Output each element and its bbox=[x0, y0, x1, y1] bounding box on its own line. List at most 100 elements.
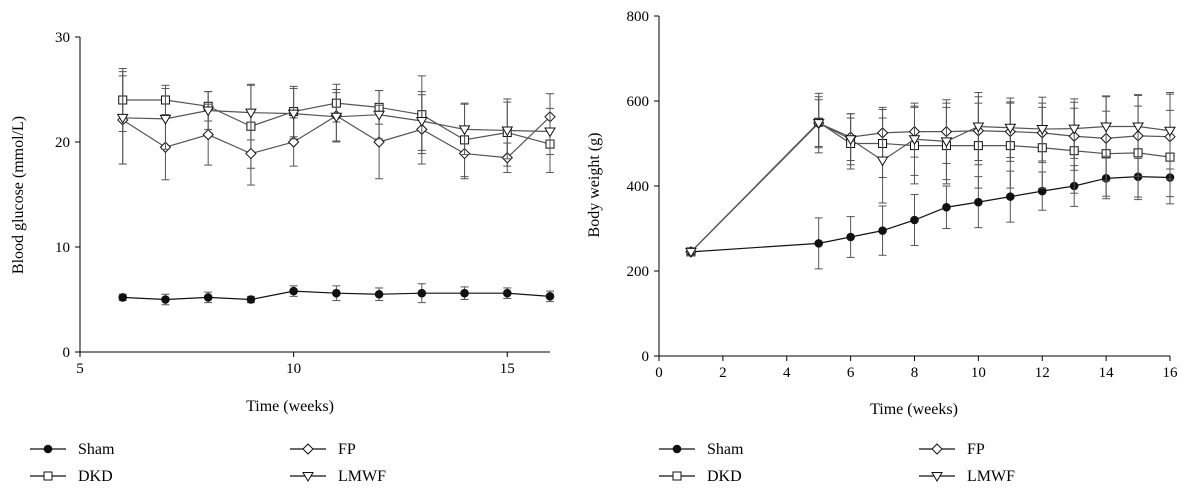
series-line bbox=[690, 122, 1171, 253]
legend-marker bbox=[931, 443, 943, 455]
x-tick-label: 16 bbox=[1163, 365, 1179, 381]
data-point bbox=[1068, 124, 1081, 135]
data-point bbox=[1036, 125, 1049, 136]
data-point bbox=[844, 135, 857, 146]
legend-item-fp: FP bbox=[290, 441, 356, 458]
data-point bbox=[1006, 192, 1015, 201]
series-line bbox=[690, 176, 1171, 253]
x-tick-label: 14 bbox=[1099, 365, 1115, 381]
series-fp bbox=[685, 93, 1176, 258]
data-point bbox=[878, 226, 887, 235]
legend-marker bbox=[302, 472, 314, 482]
x-tick-label: 15 bbox=[500, 361, 515, 377]
series-line bbox=[690, 121, 1171, 253]
legend-label: FP bbox=[967, 441, 985, 458]
y-tick-label: 30 bbox=[55, 30, 70, 46]
data-point bbox=[118, 293, 128, 302]
legend-marker bbox=[43, 471, 53, 481]
data-point bbox=[245, 108, 257, 119]
data-point bbox=[161, 295, 170, 304]
x-tick-label: 12 bbox=[1035, 365, 1050, 381]
x-tick-label: 10 bbox=[286, 361, 301, 377]
legend-label: Sham bbox=[707, 441, 744, 458]
legend-marker bbox=[302, 443, 314, 455]
data-point bbox=[1164, 126, 1176, 137]
x-tick-label: 5 bbox=[76, 361, 84, 377]
x-tick-label: 8 bbox=[911, 365, 919, 381]
data-point bbox=[460, 288, 469, 298]
y-tick-label: 0 bbox=[642, 349, 650, 365]
legend-label: Sham bbox=[78, 441, 115, 458]
y-tick-label: 0 bbox=[63, 345, 71, 361]
data-point bbox=[417, 288, 427, 298]
x-axis-label: Time (weeks) bbox=[870, 401, 958, 418]
data-point bbox=[287, 109, 300, 120]
x-axis-label: Time (weeks) bbox=[246, 398, 334, 415]
series-line bbox=[690, 122, 1171, 253]
data-point bbox=[373, 110, 385, 121]
data-point bbox=[159, 114, 172, 125]
data-point bbox=[415, 117, 428, 127]
series-lmwf bbox=[116, 71, 556, 165]
data-point bbox=[202, 128, 214, 141]
legend-label: DKD bbox=[78, 468, 113, 485]
x-tick-label: 2 bbox=[719, 365, 727, 381]
data-point bbox=[1132, 122, 1144, 133]
series-sham bbox=[686, 155, 1175, 270]
legend-item-sham: Sham bbox=[30, 441, 115, 458]
data-point bbox=[332, 288, 341, 298]
data-point bbox=[544, 127, 556, 138]
data-point bbox=[545, 292, 555, 301]
data-point bbox=[846, 232, 855, 242]
series-sham bbox=[118, 283, 555, 306]
legend-item-sham: Sham bbox=[659, 441, 744, 458]
y-tick-label: 600 bbox=[627, 94, 650, 110]
data-point bbox=[287, 136, 300, 148]
data-point bbox=[940, 137, 953, 148]
data-point bbox=[876, 156, 889, 167]
data-point bbox=[203, 293, 213, 302]
legend-label: DKD bbox=[707, 468, 742, 485]
legend-marker bbox=[672, 444, 682, 454]
data-point bbox=[685, 247, 697, 258]
data-point bbox=[814, 239, 823, 248]
x-tick-label: 0 bbox=[655, 365, 663, 381]
legend-item-dkd: DKD bbox=[659, 468, 742, 485]
data-point bbox=[942, 202, 951, 212]
data-point bbox=[972, 122, 985, 133]
body-weight-chart: Time (weeks) Body weight (g) 0 2 4 6 8 10 12 14… bbox=[586, 9, 1178, 485]
data-point bbox=[245, 147, 257, 160]
blood-glucose-chart: Time (weeks) Blood glucose (mmol/L) 5 10 1… bbox=[10, 30, 556, 485]
legend-item-lmwf: LMWF bbox=[290, 468, 386, 485]
y-axis-label: Body weight (g) bbox=[586, 133, 603, 238]
data-point bbox=[502, 288, 512, 298]
legend: Sham DKD FP LMWF bbox=[30, 441, 386, 485]
data-point bbox=[246, 295, 256, 304]
legend-marker bbox=[43, 444, 53, 454]
data-point bbox=[116, 113, 129, 124]
data-point bbox=[1100, 122, 1112, 133]
y-tick-label: 20 bbox=[55, 135, 70, 151]
legend-item-lmwf: LMWF bbox=[919, 468, 1015, 485]
data-point bbox=[289, 286, 298, 296]
data-point bbox=[1004, 123, 1017, 134]
legend-label: LMWF bbox=[338, 468, 386, 485]
y-tick-label: 400 bbox=[627, 179, 650, 195]
data-point bbox=[974, 197, 983, 207]
legend-item-dkd: DKD bbox=[30, 468, 113, 485]
y-tick-label: 800 bbox=[627, 9, 650, 25]
data-point bbox=[202, 106, 215, 117]
data-point bbox=[812, 119, 825, 130]
legend-label: FP bbox=[338, 441, 356, 458]
x-tick-label: 4 bbox=[783, 365, 791, 381]
legend-label: LMWF bbox=[967, 468, 1015, 485]
data-point bbox=[458, 125, 471, 136]
y-tick-label: 10 bbox=[55, 240, 70, 256]
series-dkd bbox=[686, 96, 1175, 257]
series-lmwf bbox=[685, 92, 1176, 258]
y-axis-label: Blood glucose (mmol/L) bbox=[10, 116, 27, 274]
data-point bbox=[373, 136, 385, 148]
data-point bbox=[501, 126, 514, 137]
x-tick-label: 10 bbox=[971, 365, 986, 381]
